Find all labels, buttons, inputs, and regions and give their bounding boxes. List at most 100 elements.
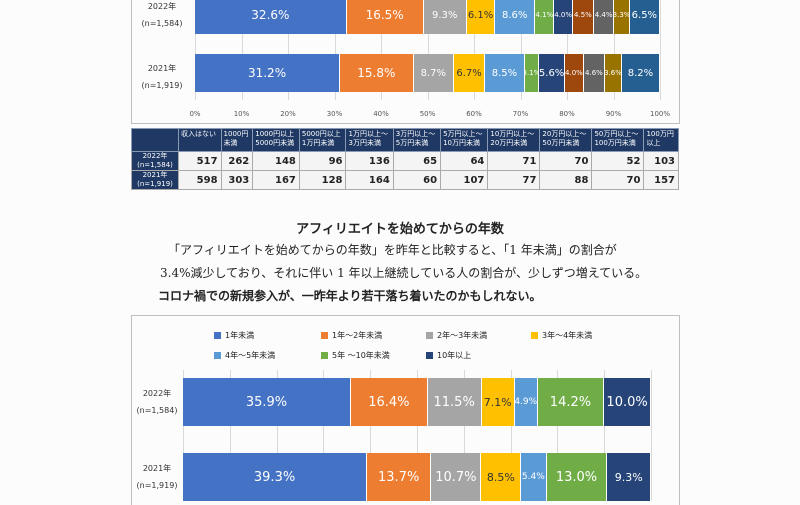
income-stacked-bar-chart: 0% 10% 20% 30% 40% 50% 60% 70% 80% 90% 100% 2022年 (…	[0, 0, 800, 126]
data-label: 6.1%	[467, 9, 494, 21]
data-label: 4.0%	[565, 69, 583, 77]
data-label: 6.7%	[456, 67, 482, 79]
gridline	[288, 0, 289, 100]
data-label: 3.3%	[614, 11, 630, 19]
bar-segment: 16.5%	[346, 0, 424, 34]
gridline	[557, 370, 559, 500]
table-cell: 60	[392, 170, 442, 190]
bar-segment: 4.9%	[514, 378, 538, 426]
table-cell: 167	[252, 170, 300, 190]
legend-swatch	[426, 332, 433, 339]
data-label: 4.4%	[594, 11, 613, 19]
bar-segment: 13.7%	[367, 453, 432, 501]
table-cell: 303	[220, 170, 254, 190]
table-row: 2021年 (n=1,919) 598 303 167 128 164 60 107 77 88 7…	[131, 170, 679, 190]
bar-segment: 16.4%	[351, 378, 428, 426]
data-label: 3.6%	[605, 69, 622, 77]
data-label: 16.4%	[368, 394, 410, 410]
category-label: 2021年 (n=1,919)	[136, 464, 178, 490]
data-label: 4.9%	[514, 397, 538, 407]
bar-segment: 13.0%	[546, 453, 608, 501]
gridline	[463, 370, 465, 500]
bar-segment: 15.8%	[340, 54, 414, 92]
bar-segment: 3.6%	[605, 54, 622, 92]
data-label: 6.5%	[631, 9, 658, 21]
data-label: 4.0%	[554, 11, 573, 19]
income-chart-frame	[131, 0, 680, 124]
bar-segment: 10.0%	[604, 378, 651, 426]
data-label: 4.6%	[585, 69, 603, 77]
bar-segment: 4.5%	[572, 0, 594, 34]
table-cell: 70	[539, 151, 593, 171]
legend-label: 1年～2年未満	[332, 331, 383, 340]
table-corner-cell	[131, 128, 179, 152]
category-label: 2022年 (n=1,584)	[141, 2, 183, 28]
table-column-header: 1000円以上 5000円未満	[252, 128, 300, 152]
table-cell: 64	[440, 151, 489, 171]
bar-segment: 4.0%	[565, 54, 584, 92]
data-label: 9.3%	[614, 470, 643, 484]
data-label: 35.9%	[245, 394, 288, 410]
bar-segment: 5.4%	[521, 453, 547, 501]
bar-segment: 14.2%	[537, 378, 605, 426]
bar-segment: 6.1%	[466, 0, 496, 34]
gridline	[370, 370, 372, 500]
x-tick-label: 70%	[512, 110, 529, 118]
bar-segment: 35.9%	[183, 378, 351, 426]
legend-item: 1年未満	[214, 330, 254, 341]
bar-segment: 7.1%	[481, 378, 515, 426]
x-tick-label: 10%	[233, 110, 250, 118]
table-cell: 164	[345, 170, 394, 190]
legend-label: 3年～4年未満	[542, 331, 593, 340]
data-label: 10.0%	[606, 394, 648, 410]
table-cell: 128	[298, 170, 347, 190]
section-paragraph-line-2: 3.4%減少しており、それに伴い 1 年以上継続している人の割合が、少しずつ増え…	[160, 266, 648, 280]
bar-segment: 8.5%	[481, 453, 522, 501]
income-count-table: 収入はない 1000円 未満 1000円以上 5000円未満 5000円以上 1万円未…	[131, 128, 679, 190]
gridline	[381, 0, 382, 100]
legend-swatch	[531, 332, 538, 339]
x-tick-label: 60%	[466, 110, 482, 118]
data-label: 32.6%	[251, 8, 290, 22]
gridline	[276, 370, 278, 500]
data-label: 8.5%	[491, 67, 518, 79]
gridline	[474, 0, 475, 100]
legend-item: 4年～5年未満	[214, 350, 275, 361]
gridline	[323, 370, 325, 500]
gridline	[183, 370, 184, 500]
x-tick-label: 0%	[189, 110, 201, 118]
data-label: 8.2%	[627, 67, 654, 79]
legend-label: 5年 ～10年未満	[332, 351, 390, 360]
legend-swatch	[321, 352, 328, 359]
bar-segment: 4.1%	[535, 0, 555, 34]
years-chart-frame	[131, 315, 680, 505]
table-column-header: 5万円以上～ 10万円未満	[440, 128, 489, 152]
data-label: 5.4%	[521, 472, 545, 482]
bar-segment: 4.0%	[554, 0, 573, 34]
legend-swatch	[214, 352, 221, 359]
bar-segment: 3.1%	[524, 54, 540, 92]
data-label: 8.5%	[486, 470, 515, 484]
legend-item: 2年～3年未満	[426, 330, 487, 341]
gridline	[567, 0, 568, 100]
section-title: アフィリエイトを始めてからの年数	[296, 222, 504, 237]
data-label: 9.3%	[431, 9, 458, 21]
table-row-header: 2021年 (n=1,919)	[131, 170, 179, 190]
bar-segment: 9.3%	[607, 453, 651, 501]
bar-segment: 32.6%	[195, 0, 347, 34]
section-paragraph-line-1: 「アフィリエイトを始めてからの年数」を昨年と比較すると、「1 年未満」の割合が	[168, 243, 617, 257]
table-column-header: 50万円以上～ 100万円未満	[591, 128, 645, 152]
bar-segment: 8.6%	[495, 0, 536, 34]
data-label: 11.5%	[433, 394, 475, 410]
data-label: 39.3%	[253, 469, 296, 485]
gridline	[660, 0, 661, 100]
data-label: 5.6%	[539, 67, 565, 79]
gridline	[229, 370, 231, 500]
data-label: 14.2%	[549, 394, 592, 410]
bar-segment: 11.5%	[427, 378, 482, 426]
data-label: 31.2%	[247, 66, 287, 80]
legend-label: 1年未満	[225, 331, 255, 340]
legend-swatch	[426, 352, 433, 359]
legend-swatch	[214, 332, 221, 339]
